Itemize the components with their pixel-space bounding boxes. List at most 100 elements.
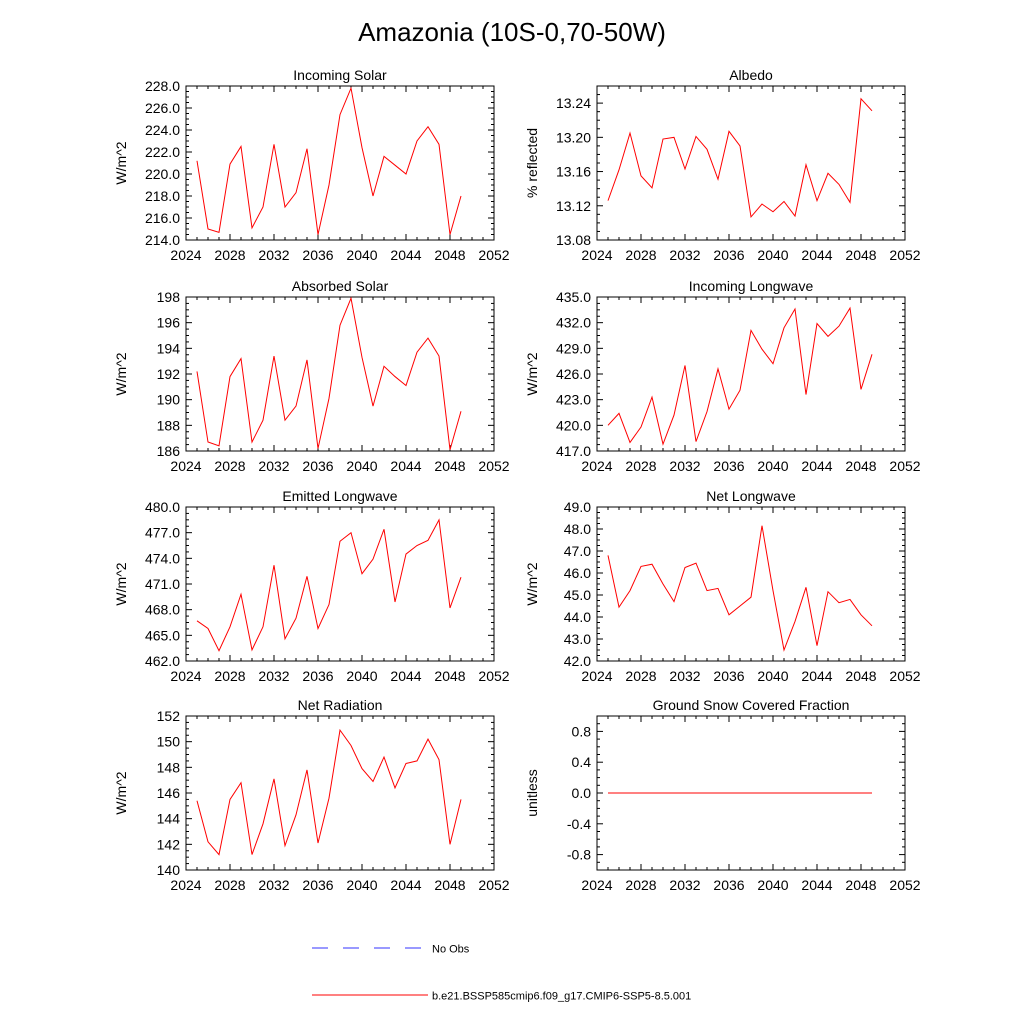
y-tick-label: 224.0	[145, 122, 180, 138]
y-tick-label: 222.0	[145, 144, 180, 160]
series-line	[607, 97, 873, 219]
y-tick-label: 429.0	[556, 340, 591, 356]
x-tick-label: 2048	[845, 877, 876, 893]
y-tick-label: 471.0	[145, 576, 180, 592]
x-tick-label: 2032	[258, 877, 289, 893]
x-tick-label: 2052	[478, 668, 509, 684]
x-tick-label: 2044	[390, 877, 421, 893]
series-line	[196, 518, 462, 652]
y-tick-label: 420.0	[556, 417, 591, 433]
y-tick-label: 218.0	[145, 188, 180, 204]
y-tick-label: 194	[157, 340, 181, 356]
chart-panel: Net Longwave W/m^2 2024 2028 2032 2036 2040 204…	[524, 488, 921, 684]
x-tick-label: 2036	[713, 458, 744, 474]
x-tick-label: 2024	[170, 247, 201, 263]
y-tick-label: 435.0	[556, 289, 591, 305]
y-tick-label: 13.20	[556, 129, 591, 145]
y-tick-label: 426.0	[556, 366, 591, 382]
x-tick-label: 2040	[757, 458, 788, 474]
chart-title: Incoming Longwave	[689, 278, 814, 294]
y-tick-label: 477.0	[145, 525, 180, 541]
x-tick-label: 2052	[889, 877, 920, 893]
y-tick-label: 150	[157, 734, 181, 750]
y-axis-label: W/m^2	[524, 562, 540, 605]
y-tick-label: 196	[157, 315, 181, 331]
chart-title: Emitted Longwave	[282, 488, 397, 504]
y-tick-label: 198	[157, 289, 181, 305]
x-tick-label: 2028	[625, 458, 656, 474]
x-tick-label: 2052	[478, 877, 509, 893]
y-tick-label: 44.0	[564, 609, 591, 625]
x-tick-label: 2024	[170, 668, 201, 684]
x-tick-label: 2040	[346, 877, 377, 893]
x-tick-label: 2048	[434, 247, 465, 263]
x-tick-label: 2024	[170, 458, 201, 474]
chart-panel: Net Radiation W/m^2 2024 2028 2032 2036 2040 20…	[113, 697, 510, 893]
x-tick-label: 2032	[669, 877, 700, 893]
y-tick-label: 186	[157, 443, 181, 459]
y-axis-label: W/m^2	[113, 562, 129, 605]
x-tick-label: 2040	[346, 668, 377, 684]
y-axis-label: W/m^2	[113, 771, 129, 814]
plot-frame	[185, 506, 495, 662]
x-tick-label: 2028	[214, 458, 245, 474]
x-tick-label: 2040	[757, 877, 788, 893]
x-tick-label: 2036	[713, 247, 744, 263]
x-tick-label: 2048	[845, 668, 876, 684]
x-tick-label: 2036	[302, 668, 333, 684]
y-tick-label: 192	[157, 366, 181, 382]
legend-obs-label: No Obs	[432, 944, 470, 956]
series-line	[196, 728, 462, 856]
chart-title: Ground Snow Covered Fraction	[653, 697, 850, 713]
y-tick-label: 423.0	[556, 392, 591, 408]
x-tick-label: 2032	[669, 458, 700, 474]
y-axis-label: % reflected	[524, 128, 540, 198]
y-tick-label: 480.0	[145, 499, 180, 515]
series-line	[607, 306, 873, 446]
y-tick-label: 188	[157, 417, 181, 433]
chart-title: Absorbed Solar	[292, 278, 389, 294]
y-tick-label: 474.0	[145, 550, 180, 566]
x-tick-label: 2052	[889, 668, 920, 684]
y-tick-label: 146	[157, 785, 181, 801]
x-tick-label: 2044	[390, 247, 421, 263]
y-tick-label: 43.0	[564, 631, 591, 647]
x-tick-label: 2044	[801, 877, 832, 893]
chart-panel: Absorbed Solar W/m^2 2024 2028 2032 2036 2040 2…	[113, 278, 510, 474]
x-tick-label: 2028	[625, 877, 656, 893]
series-line	[196, 86, 462, 235]
chart-panel: Incoming Solar W/m^2 2024 2028 2032 2036 2040 2…	[113, 67, 510, 263]
x-tick-label: 2044	[390, 668, 421, 684]
y-tick-label: 49.0	[564, 499, 591, 515]
y-tick-label: 148	[157, 759, 181, 775]
x-tick-label: 2052	[889, 247, 920, 263]
y-tick-label: 13.24	[556, 95, 591, 111]
chart-title: Albedo	[729, 67, 773, 83]
legend-model-label: b.e21.BSSP585cmip6.f09_g17.CMIP6-SSP5-8.…	[432, 991, 691, 1003]
x-tick-label: 2048	[845, 247, 876, 263]
x-tick-label: 2044	[801, 668, 832, 684]
x-tick-label: 2028	[625, 668, 656, 684]
x-tick-label: 2024	[581, 458, 612, 474]
x-tick-label: 2044	[801, 458, 832, 474]
x-tick-label: 2036	[302, 877, 333, 893]
y-tick-label: 432.0	[556, 315, 591, 331]
plot-frame	[596, 506, 906, 662]
y-tick-label: 465.0	[145, 627, 180, 643]
y-tick-label: 45.0	[564, 587, 591, 603]
y-tick-label: 462.0	[145, 653, 180, 669]
y-tick-label: 0.0	[572, 785, 592, 801]
chart-panel: Emitted Longwave W/m^2 2024 2028 2032 2036 204…	[113, 488, 510, 684]
y-tick-label: -0.4	[567, 816, 591, 832]
y-tick-label: 216.0	[145, 210, 180, 226]
y-tick-label: 47.0	[564, 543, 591, 559]
y-tick-label: 152	[157, 708, 181, 724]
x-tick-label: 2032	[258, 458, 289, 474]
y-tick-label: 0.4	[572, 754, 592, 770]
series-line	[196, 296, 462, 450]
y-tick-label: 13.12	[556, 198, 591, 214]
x-tick-label: 2024	[581, 247, 612, 263]
x-tick-label: 2040	[346, 247, 377, 263]
